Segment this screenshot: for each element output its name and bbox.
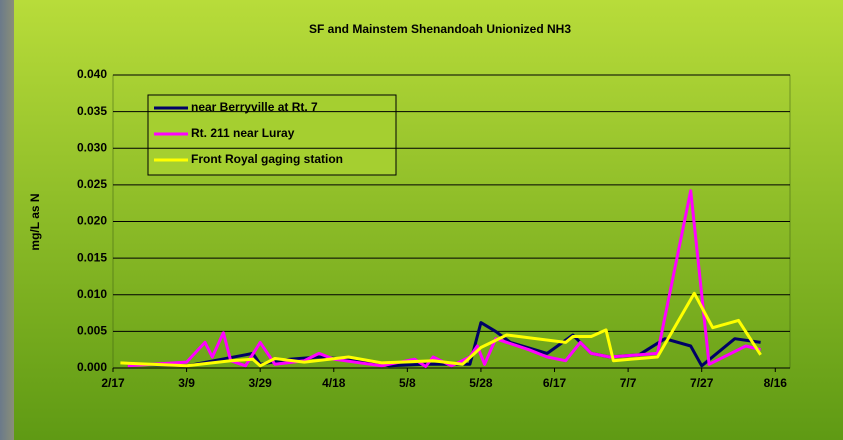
legend-label: Rt. 211 near Luray xyxy=(191,126,295,140)
y-tick-label: 0.040 xyxy=(77,67,107,81)
frame-edge xyxy=(0,0,14,440)
x-tick-label: 4/18 xyxy=(322,376,346,390)
x-tick-label: 5/8 xyxy=(399,376,416,390)
y-tick-label: 0.020 xyxy=(77,214,107,228)
y-tick-label: 0.030 xyxy=(77,140,107,154)
x-tick-label: 3/29 xyxy=(248,376,272,390)
chart-title: SF and Mainstem Shenandoah Unionized NH3 xyxy=(309,22,571,36)
x-tick-label: 8/16 xyxy=(764,376,788,390)
y-tick-label: 0.005 xyxy=(77,324,107,338)
chart-background xyxy=(14,0,843,440)
chart: SF and Mainstem Shenandoah Unionized NH3… xyxy=(0,0,843,440)
y-tick-label: 0.035 xyxy=(77,104,107,118)
legend-label: near Berryville at Rt. 7 xyxy=(191,100,318,114)
y-tick-label: 0.025 xyxy=(77,177,107,191)
legend-label: Front Royal gaging station xyxy=(191,152,343,166)
x-tick-label: 7/7 xyxy=(620,376,637,390)
y-tick-label: 0.015 xyxy=(77,250,107,264)
y-tick-label: 0.010 xyxy=(77,287,107,301)
page: SF and Mainstem Shenandoah Unionized NH3… xyxy=(0,0,843,440)
y-tick-label: 0.000 xyxy=(77,360,107,374)
x-tick-label: 6/17 xyxy=(543,376,567,390)
x-tick-label: 7/27 xyxy=(690,376,714,390)
x-tick-label: 2/17 xyxy=(101,376,125,390)
x-tick-label: 5/28 xyxy=(469,376,493,390)
x-tick-label: 3/9 xyxy=(178,376,195,390)
y-axis-label: mg/L as N xyxy=(28,193,42,250)
